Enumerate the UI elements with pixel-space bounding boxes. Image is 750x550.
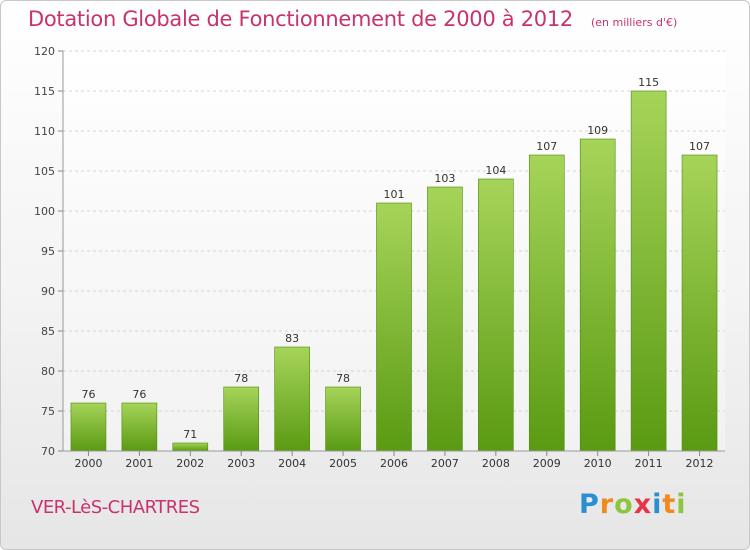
bar-2008 [478,178,514,452]
proxiti-logo: Proxiti [579,489,687,520]
bar-2004 [274,346,310,452]
logo-letter: t [662,489,677,520]
x-axis: 2000 2001 2002 2003 2004 2005 2006 2007 2008 2009… [63,450,725,470]
x-tick-label: 2001 [125,457,153,470]
bar-2006 [376,202,412,452]
bar-2007 [427,186,463,452]
bars: 76 76 71 78 83 78 101 103 104 107 109 115 107 [70,76,718,452]
y-tick-label: 105 [34,165,55,178]
y-axis: 70 75 80 85 90 95 100 105 110 115 120 [34,45,64,458]
x-tick-label: 2004 [278,457,306,470]
y-tick-label: 95 [41,245,55,258]
data-label: 78 [336,372,350,385]
y-tick-label: 70 [41,445,55,458]
chart-subtitle: (en milliers d'€) [590,16,678,29]
data-label: 71 [183,428,197,441]
x-tick-label: 2009 [533,457,561,470]
data-label: 103 [434,172,455,185]
x-tick-label: 2010 [584,457,612,470]
y-tick-label: 80 [41,365,55,378]
data-label: 76 [132,388,146,401]
logo-letter: i [652,489,663,520]
y-tick-label: 110 [34,125,55,138]
logo-letter: i [676,489,687,520]
bar-2009 [528,154,565,452]
x-tick-label: 2005 [329,457,357,470]
bar-2003 [223,386,260,452]
x-tick-label: 2011 [635,457,663,470]
y-tick-label: 120 [34,45,55,58]
bar-2005 [325,386,361,452]
logo-letter: P [579,489,600,520]
bar-2012 [681,154,718,452]
data-label: 107 [689,140,710,153]
x-tick-label: 2003 [227,457,255,470]
bar-2000 [70,402,107,452]
y-tick-label: 100 [34,205,55,218]
commune-name: VER-LèS-CHARTRES [31,497,200,518]
data-label: 83 [285,332,299,345]
logo-letter: r [599,489,615,520]
title-block: Dotation Globale de Fonctionnement de 20… [28,7,677,31]
y-tick-label: 75 [41,405,55,418]
data-label: 101 [384,188,405,201]
logo-letter: x [633,489,653,520]
y-tick-label: 90 [41,285,55,298]
chart-title: Dotation Globale de Fonctionnement de 20… [28,7,573,31]
x-tick-label: 2002 [176,457,204,470]
x-tick-label: 2012 [686,457,714,470]
y-tick-label: 85 [41,325,55,338]
x-tick-label: 2008 [482,457,510,470]
y-tick-label: 115 [34,85,55,98]
bar-2002 [172,442,209,452]
logo-letter: o [614,489,634,520]
x-tick-label: 2006 [380,457,408,470]
x-tick-label: 2000 [74,457,102,470]
data-label: 76 [81,388,95,401]
data-label: 109 [587,124,608,137]
x-tick-label: 2007 [431,457,459,470]
bar-2001 [121,402,158,452]
bar-2010 [579,138,616,452]
data-label: 104 [485,164,506,177]
data-label: 78 [234,372,248,385]
bar-2011 [630,90,667,452]
data-label: 115 [638,76,659,89]
data-label: 107 [536,140,557,153]
